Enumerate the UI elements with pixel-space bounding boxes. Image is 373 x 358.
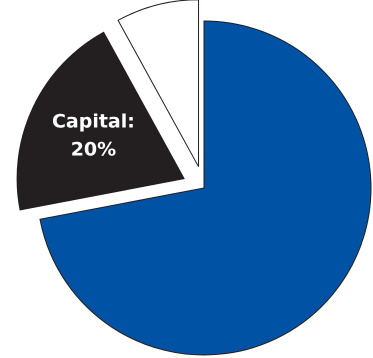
- pie-slice-2: [16, 31, 185, 211]
- pie-slice-3: [117, 0, 200, 167]
- labels-layer: Capital: 20%: [52, 110, 135, 160]
- slices-layer: [16, 0, 372, 356]
- pie-slice-2-label-line-1: Capital:: [52, 110, 135, 132]
- pie-slice-2-label-line-2: 20%: [71, 138, 116, 160]
- pie-slice-1: [39, 20, 372, 356]
